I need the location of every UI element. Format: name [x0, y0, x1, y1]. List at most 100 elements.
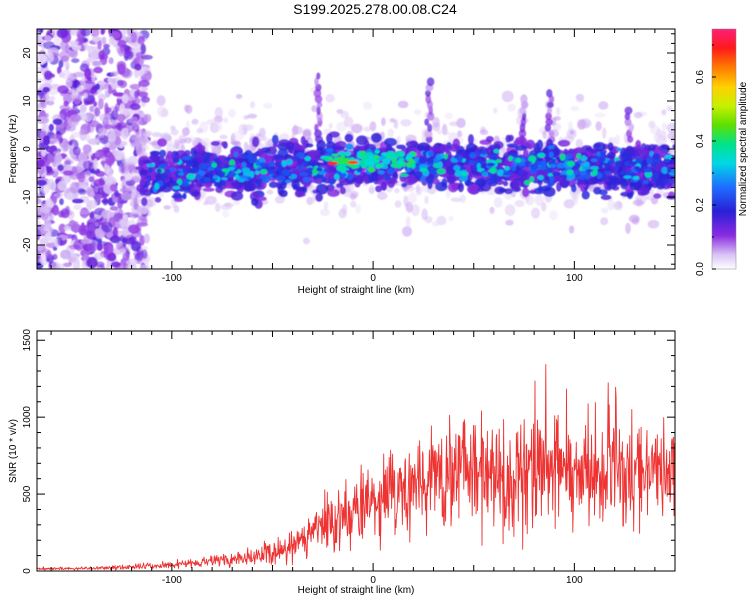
heatmap-cell: [443, 153, 448, 160]
heatmap-cell: [552, 172, 561, 176]
heatmap-cell: [106, 167, 113, 177]
heatmap-cell: [488, 144, 496, 151]
heatmap-cell: [368, 183, 376, 195]
heatmap-cell: [625, 222, 631, 234]
heatmap-cell: [506, 143, 519, 148]
heatmap-cell: [104, 124, 112, 130]
heatmap-cell: [560, 174, 567, 178]
heatmap-cell: [650, 197, 659, 205]
heatmap-cell: [487, 159, 496, 164]
heatmap-cell: [102, 36, 107, 45]
heatmap-cell: [140, 112, 145, 118]
heatmap-cell: [277, 185, 284, 196]
heatmap-cell: [108, 36, 115, 45]
heatmap-cell: [256, 133, 261, 138]
heatmap-cell: [299, 172, 309, 177]
heatmap-cell: [186, 161, 194, 167]
heatmap-cell: [425, 90, 431, 97]
heatmap-cell: [305, 167, 315, 175]
heatmap-cell: [590, 158, 598, 162]
heatmap-cell: [50, 261, 60, 269]
heatmap-cell: [529, 176, 534, 183]
heatmap-cell: [661, 166, 669, 174]
heatmap-cell: [260, 174, 267, 180]
heatmap-cell: [338, 161, 346, 164]
heatmap-cell: [99, 113, 111, 122]
heatmap-cell: [191, 118, 199, 125]
heatmap-cell: [140, 54, 153, 60]
heatmap-cell: [77, 187, 86, 193]
heatmap-cell: [214, 106, 223, 119]
heatmap-cell: [653, 160, 666, 170]
heatmap-cell: [182, 127, 190, 136]
heatmap-cell: [318, 171, 327, 175]
heatmap-cell: [539, 160, 547, 167]
heatmap-cell: [580, 156, 588, 162]
heatmap-cell: [285, 158, 293, 166]
heatmap-cell: [329, 171, 336, 180]
heatmap-cell: [182, 168, 187, 174]
heatmap-cell: [359, 154, 366, 160]
spectrogram-x-tick-label: 0: [370, 273, 376, 284]
heatmap-cell: [37, 95, 40, 101]
heatmap-cell: [397, 100, 409, 109]
heatmap-cell: [530, 163, 539, 170]
heatmap-cell: [110, 71, 119, 77]
heatmap-cell: [281, 160, 287, 167]
snr-y-tick-label: 500: [22, 485, 33, 502]
heatmap-cell: [328, 123, 333, 129]
heatmap-cell: [79, 129, 86, 136]
heatmap-cell: [182, 156, 192, 161]
chart-title: S199.2025.278.00.08.C24: [293, 1, 457, 17]
heatmap-cell: [458, 175, 466, 182]
heatmap-cell: [419, 168, 428, 172]
heatmap-cell: [77, 152, 88, 162]
heatmap-cell: [421, 208, 428, 221]
heatmap-cell: [77, 172, 86, 183]
heatmap-cell: [336, 121, 347, 132]
heatmap-cell: [79, 210, 91, 215]
heatmap-cell: [268, 181, 278, 188]
heatmap-cell: [457, 130, 463, 138]
heatmap-cell: [477, 187, 485, 193]
heatmap-cell: [139, 179, 146, 186]
heatmap-cell: [569, 130, 575, 135]
heatmap-cell: [72, 146, 81, 156]
heatmap-cell: [545, 167, 551, 174]
heatmap-cell: [279, 133, 290, 142]
heatmap-cell: [536, 139, 544, 151]
heatmap-cell: [115, 103, 120, 112]
heatmap-cell: [652, 174, 658, 182]
heatmap-cell: [638, 149, 649, 156]
heatmap-cell: [74, 87, 84, 92]
heatmap-cell: [86, 256, 98, 269]
heatmap-cell: [563, 199, 575, 209]
heatmap-cell: [59, 29, 71, 35]
heatmap-cell: [476, 178, 487, 187]
heatmap-cell: [140, 130, 153, 136]
heatmap-cell: [360, 150, 367, 155]
snr-ticks: [37, 331, 675, 572]
heatmap-cell: [140, 67, 149, 74]
heatmap-cell: [125, 159, 138, 165]
heatmap-cell: [149, 141, 159, 146]
heatmap-cell: [230, 191, 244, 201]
heatmap-cell: [140, 43, 146, 55]
heatmap-cell: [546, 89, 553, 98]
heatmap-cell: [143, 113, 152, 123]
heatmap-cell: [198, 182, 205, 187]
heatmap-cell: [444, 112, 454, 120]
heatmap-cell: [120, 103, 125, 110]
heatmap-cell: [71, 166, 78, 174]
heatmap-cell: [405, 140, 419, 148]
heatmap-cell: [80, 238, 93, 244]
heatmap-cell: [53, 192, 64, 198]
heatmap-cell: [537, 152, 546, 158]
heatmap-cell: [479, 129, 489, 136]
spectrogram-y-axis-label: Frequency (Hz): [8, 115, 19, 184]
heatmap-cell: [649, 151, 654, 157]
heatmap-cell: [515, 157, 522, 163]
heatmap-cell: [448, 216, 454, 222]
heatmap-cell: [45, 165, 53, 173]
heatmap-cell: [294, 190, 304, 198]
